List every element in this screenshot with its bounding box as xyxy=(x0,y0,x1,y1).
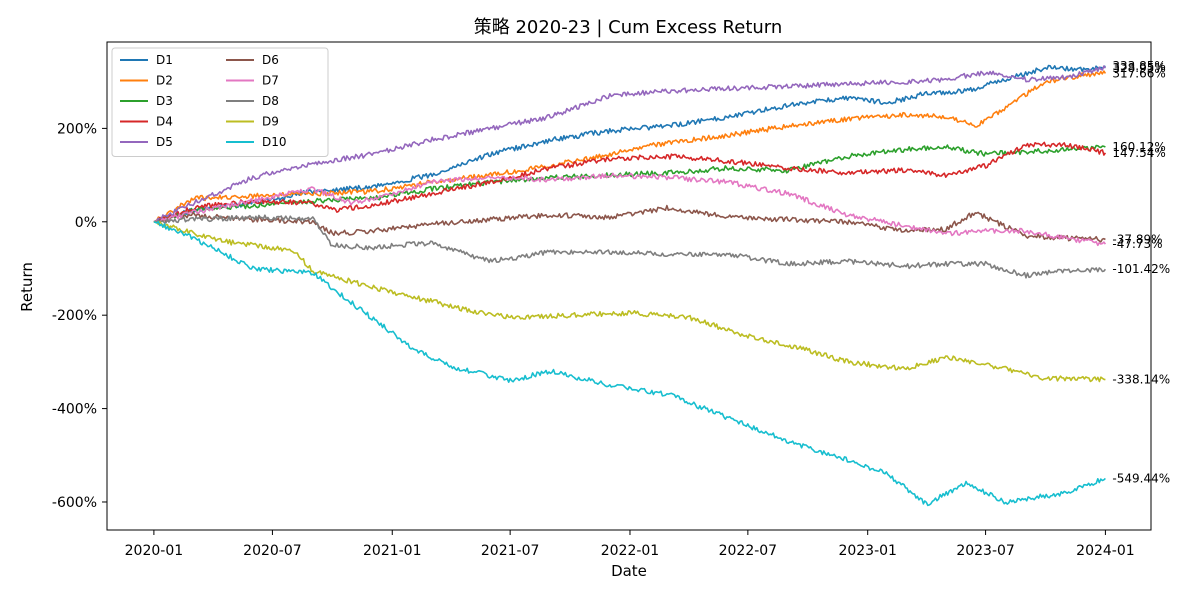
legend-label-d10: D10 xyxy=(262,135,287,149)
end-label-d9: -338.14% xyxy=(1112,373,1170,387)
x-tick-label: 2023-07 xyxy=(956,543,1015,559)
series-line-d5 xyxy=(153,65,1107,223)
legend-label-d7: D7 xyxy=(262,74,279,88)
series-line-d2 xyxy=(153,70,1107,223)
y-tick-label: 0% xyxy=(75,215,97,231)
end-label-d8: -101.42% xyxy=(1112,262,1170,276)
x-tick-label: 2022-01 xyxy=(601,543,660,559)
y-axis: 200% 0% -200% -400% -600% xyxy=(52,121,107,511)
end-label-d2: 317.66% xyxy=(1112,66,1165,80)
legend-label-d5: D5 xyxy=(156,135,173,149)
y-axis-title: Return xyxy=(18,262,36,312)
series-line-d6 xyxy=(153,204,1106,243)
legend-label-d4: D4 xyxy=(156,115,173,129)
series-line-d9 xyxy=(153,221,1106,383)
legend-label-d6: D6 xyxy=(262,53,279,67)
y-tick-label: -400% xyxy=(52,402,97,418)
plot-frame xyxy=(106,41,1152,531)
legend-label-d2: D2 xyxy=(156,74,173,88)
end-label-d3: 160.12% xyxy=(1112,140,1165,154)
x-tick-label: 2021-07 xyxy=(481,543,540,559)
y-tick-label: -200% xyxy=(52,308,97,324)
end-label-d6: -37.89% xyxy=(1112,232,1162,246)
legend-label-d9: D9 xyxy=(262,115,279,129)
end-label-d1: 333.85% xyxy=(1112,59,1165,73)
legend-label-d8: D8 xyxy=(262,94,279,108)
end-label-d5: 328.95% xyxy=(1112,61,1165,75)
end-label-layer: 333.85%317.66% 160.12%147.54% 328.95% -37.8… xyxy=(1112,59,1170,485)
end-label-d10: -549.44% xyxy=(1112,471,1170,485)
x-tick-label: 2023-01 xyxy=(838,543,897,559)
x-tick-label: 2020-01 xyxy=(125,543,184,559)
x-tick-label: 2020-07 xyxy=(243,543,302,559)
x-tick-label: 2024-01 xyxy=(1076,543,1135,559)
series-line-d10 xyxy=(153,221,1106,507)
x-tick-label: 2022-07 xyxy=(719,543,778,559)
series-line-d1 xyxy=(153,64,1106,223)
end-label-d7: -47.73% xyxy=(1112,237,1162,251)
x-tick-label: 2021-01 xyxy=(363,543,422,559)
series-line-d4 xyxy=(153,141,1107,223)
legend-frame xyxy=(111,47,329,157)
x-axis-title: Date xyxy=(611,562,647,580)
chart-title: 策略 2020-23 | Cum Excess Return xyxy=(474,17,783,38)
legend: D1 D2 D3 D4 D5 D6 D7 D8 D9 D10 xyxy=(111,47,329,157)
legend-label-d3: D3 xyxy=(156,94,173,108)
y-tick-label: -600% xyxy=(52,495,97,511)
series-layer xyxy=(153,64,1107,507)
y-tick-label: 200% xyxy=(57,121,97,137)
end-label-d4: 147.54% xyxy=(1112,146,1165,160)
series-line-d7 xyxy=(153,172,1107,247)
series-line-d8 xyxy=(153,214,1107,279)
x-axis: 2020-01 2020-07 2021-01 2021-07 2022-01 2022-… xyxy=(125,530,1135,559)
legend-label-d1: D1 xyxy=(156,53,173,67)
